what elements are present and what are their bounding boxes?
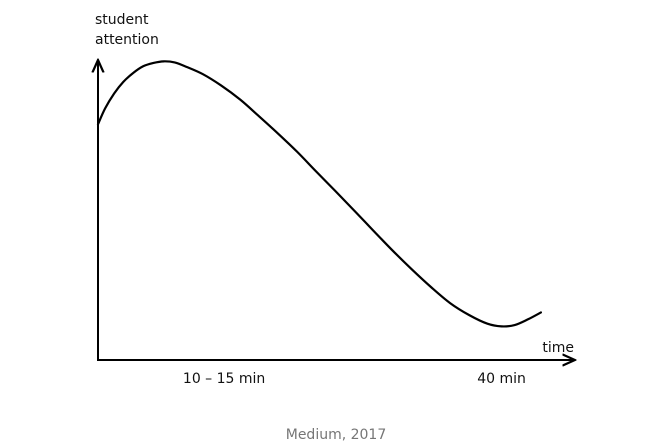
y-axis-label-line-1: student — [95, 12, 149, 28]
source-caption: Medium, 2017 — [285, 427, 387, 443]
y-axis-label: student attention — [95, 12, 159, 48]
x-axis-label: time — [542, 340, 574, 356]
x-tick-label-10-15-min: 10 – 15 min — [183, 371, 265, 387]
y-axis-label-line-2: attention — [95, 32, 159, 48]
x-tick-label-40-min: 40 min — [477, 371, 526, 387]
series-line-attention — [96, 60, 542, 328]
